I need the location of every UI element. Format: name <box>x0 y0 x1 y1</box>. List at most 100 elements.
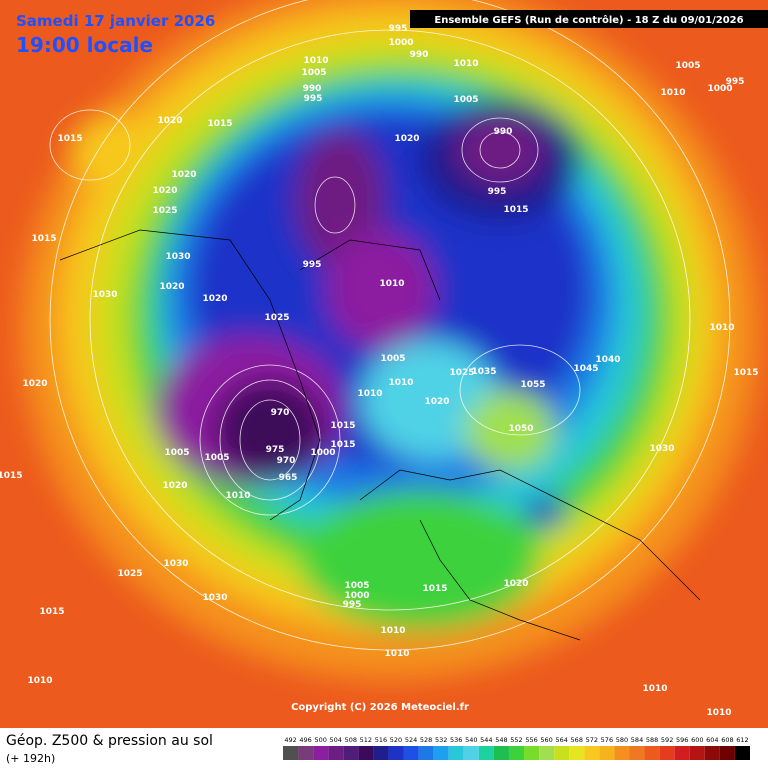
scale-swatch <box>539 746 555 760</box>
scale-label: 568 <box>571 736 583 744</box>
pressure-label: 1000 <box>388 38 413 48</box>
pressure-label: 970 <box>277 456 296 466</box>
scale-label: 608 <box>721 736 733 744</box>
pressure-label: 995 <box>488 187 507 197</box>
scale-label: 512 <box>360 736 372 744</box>
pressure-label: 1015 <box>57 134 82 144</box>
scale-label: 564 <box>555 736 567 744</box>
scale-label: 612 <box>736 736 748 744</box>
scale-label: 524 <box>405 736 417 744</box>
scale-swatch <box>343 746 359 760</box>
pressure-label: 1015 <box>330 421 355 431</box>
scale-swatch <box>629 746 645 760</box>
isobars <box>49 0 731 651</box>
pressure-label: 1020 <box>159 282 184 292</box>
pressure-label: 1010 <box>380 626 405 636</box>
scale-swatch <box>704 746 720 760</box>
scale-label: 588 <box>646 736 658 744</box>
pressure-label: 1020 <box>162 481 187 491</box>
pressure-label: 990 <box>410 50 429 60</box>
scale-swatch <box>508 746 525 760</box>
pressure-label: 1015 <box>0 471 23 481</box>
pressure-label: 1010 <box>706 708 731 718</box>
date: Samedi 17 janvier 2026 <box>16 12 215 30</box>
scale-swatch <box>403 746 419 760</box>
pressure-label: 1020 <box>152 186 177 196</box>
pressure-label: 1010 <box>453 59 478 69</box>
pressure-label: 1015 <box>503 205 528 215</box>
footer-title: Géop. Z500 & pression au sol <box>6 733 213 749</box>
scale-swatch <box>328 746 344 760</box>
pressure-label: 1005 <box>164 448 189 458</box>
scale-swatch <box>599 746 615 760</box>
pressure-label: 1020 <box>202 294 227 304</box>
pressure-label: 975 <box>266 445 285 455</box>
pressure-label: 1010 <box>379 279 404 289</box>
pressure-labels: 1015 1020 1015 1020 1020 1025 1015 1030 1020 1030… <box>0 24 759 718</box>
scale-label: 544 <box>480 736 492 744</box>
pressure-label: 1000 <box>310 448 335 458</box>
z500-field <box>0 0 768 728</box>
pressure-label: 1015 <box>330 440 355 450</box>
pressure-label: 1025 <box>449 368 474 378</box>
scale-swatch <box>554 746 570 760</box>
scale-swatch <box>674 746 690 760</box>
scale-swatch <box>689 746 705 760</box>
scale-label: 504 <box>330 736 342 744</box>
scale-label: 580 <box>616 736 628 744</box>
pressure-label: 1005 <box>380 354 405 364</box>
pressure-label: 1015 <box>207 119 232 129</box>
pressure-label: 1035 <box>471 367 496 377</box>
pressure-label: 1020 <box>157 116 182 126</box>
scale-label: 496 <box>299 736 311 744</box>
pressure-label: 1030 <box>202 593 227 603</box>
pressure-label: 1005 <box>675 61 700 71</box>
scale-label: 592 <box>661 736 673 744</box>
scale-swatch <box>373 746 389 760</box>
scale-label: 556 <box>525 736 537 744</box>
scale-swatch <box>298 746 314 760</box>
coastlines <box>59 229 701 641</box>
pressure-label: 1010 <box>642 684 667 694</box>
pressure-label: 990 <box>303 84 322 94</box>
pressure-label: 1005 <box>204 453 229 463</box>
pressure-label: 1030 <box>165 252 190 262</box>
copyright: Copyright (C) 2026 Meteociel.fr <box>291 702 469 713</box>
pressure-label: 1020 <box>171 170 196 180</box>
scale-swatch <box>614 746 630 760</box>
pressure-label: 1030 <box>92 290 117 300</box>
scale-swatch <box>433 746 449 760</box>
pressure-label: 1025 <box>152 206 177 216</box>
pressure-label: 1010 <box>660 88 685 98</box>
pressure-label: 1010 <box>384 649 409 659</box>
pressure-label: 1025 <box>117 569 142 579</box>
pressure-label: 1005 <box>344 581 369 591</box>
pressure-label: 1010 <box>225 491 250 501</box>
run-info: Ensemble GEFS (Run de contrôle) - 18 Z d… <box>434 14 743 26</box>
pressure-label: 1000 <box>344 591 369 601</box>
pressure-label: 965 <box>279 473 298 483</box>
pressure-label: 990 <box>494 127 513 137</box>
scale-swatch <box>719 746 735 760</box>
scale-label: 552 <box>510 736 522 744</box>
pressure-label: 995 <box>343 600 362 610</box>
pressure-label: 1005 <box>301 68 326 78</box>
scale-label: 576 <box>601 736 613 744</box>
scale-label: 596 <box>676 736 688 744</box>
pressure-label: 995 <box>303 260 322 270</box>
scale-swatch <box>584 746 600 760</box>
scale-swatch <box>463 746 479 760</box>
scale-label: 540 <box>465 736 477 744</box>
scale-swatch <box>448 746 464 760</box>
scale-label: 528 <box>420 736 432 744</box>
pressure-label: 1010 <box>27 676 52 686</box>
pressure-label: 1030 <box>163 559 188 569</box>
pressure-label: 970 <box>271 408 290 418</box>
pressure-label: 995 <box>304 94 323 104</box>
scale-label: 492 <box>284 736 296 744</box>
scale-swatch <box>644 746 660 760</box>
pressure-label: 995 <box>389 24 408 34</box>
pressure-label: 1055 <box>520 380 545 390</box>
pressure-label: 1020 <box>424 397 449 407</box>
